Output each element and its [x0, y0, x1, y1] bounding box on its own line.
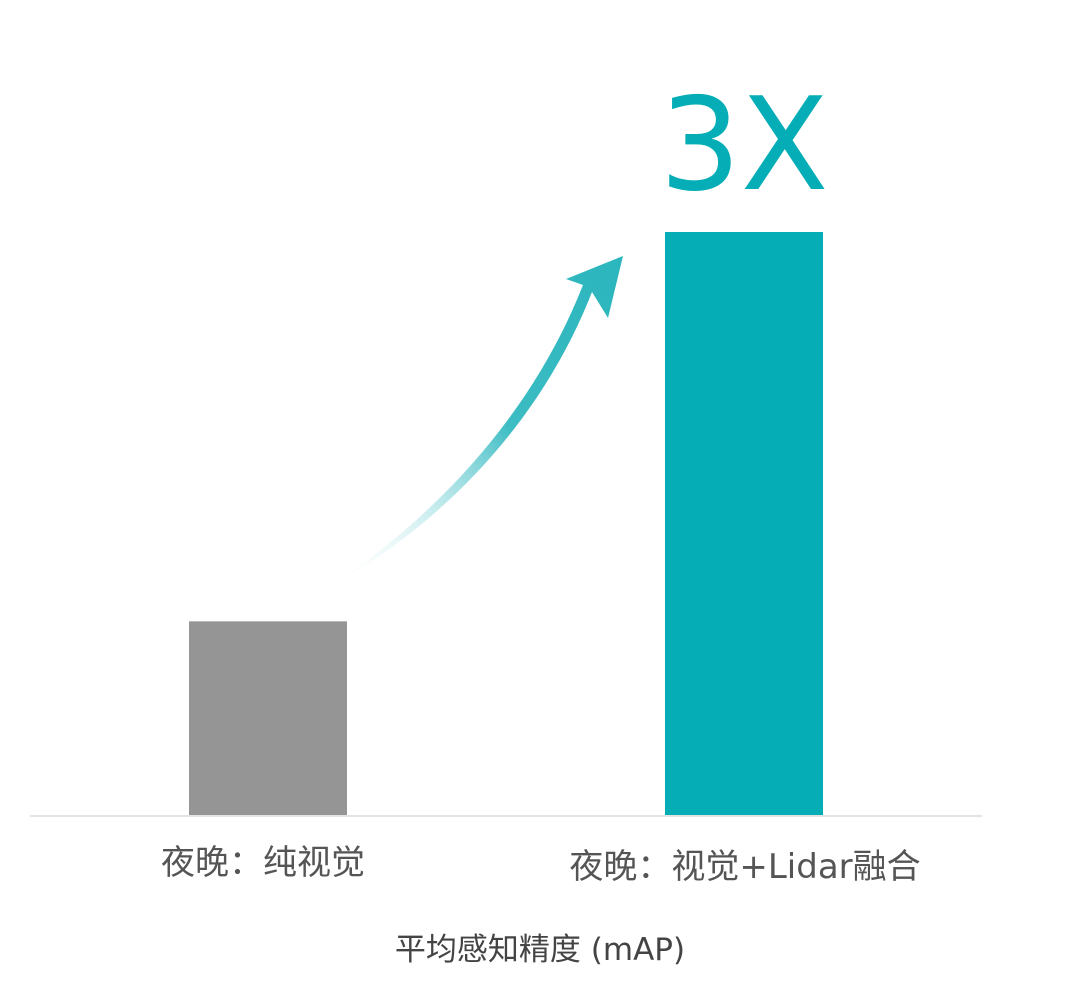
bar-1 — [189, 621, 347, 816]
bars-layer — [189, 232, 823, 816]
x-axis-title: 平均感知精度 (mAP) — [395, 932, 685, 968]
multiplier-label: 3X — [659, 71, 828, 220]
bar-2 — [665, 232, 823, 816]
growth-arrow-icon — [330, 256, 623, 587]
category-label-night-vision-lidar-fusion: 夜晚：视觉+Lidar融合 — [569, 847, 920, 887]
category-label-night-vision-only: 夜晚：纯视觉 — [161, 843, 365, 883]
